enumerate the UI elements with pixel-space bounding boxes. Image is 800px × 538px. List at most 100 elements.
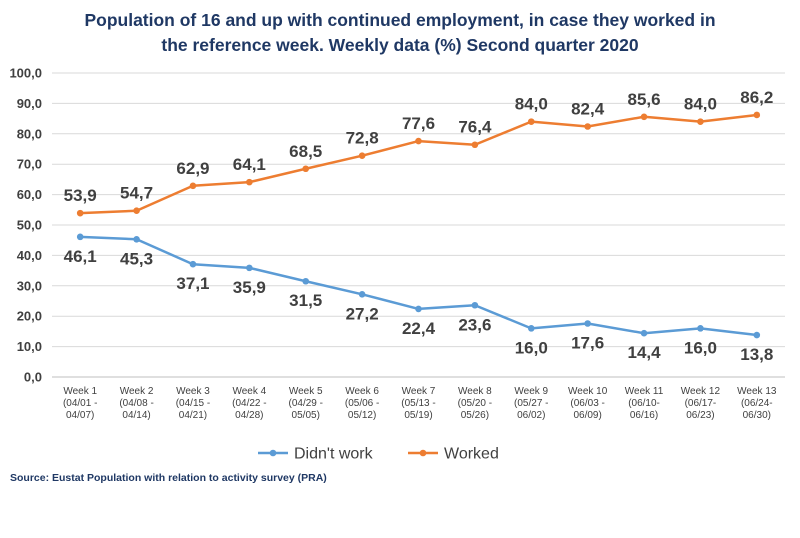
y-tick-label: 60,0 — [17, 187, 42, 202]
data-label-worked: 86,2 — [740, 88, 773, 107]
x-tick-line: 04/21) — [179, 410, 207, 421]
x-tick-label: Week 11 (06/10-06/16) — [625, 386, 664, 421]
data-point-worked — [753, 111, 761, 119]
data-point-didn-t-work — [527, 325, 535, 332]
source-note: Source: Eustat Population with relation … — [10, 472, 327, 484]
data-point-worked — [471, 141, 479, 149]
x-tick-line: Week 9 — [514, 386, 548, 397]
legend-marker-worked — [419, 449, 427, 457]
data-point-worked — [189, 182, 197, 190]
x-tick-line: 06/16) — [630, 410, 658, 421]
x-axis-ticks: Week 1 (04/01 -04/07) Week 2 (04/08 -04/14)… — [63, 386, 777, 421]
data-point-didn-t-work — [697, 325, 704, 332]
chart-title-line-1: Population of 16 and up with continued e… — [84, 10, 716, 30]
data-label-worked: 76,4 — [458, 118, 492, 137]
x-tick-line: Week 12 — [681, 386, 721, 397]
x-tick-line: 05/26) — [461, 410, 489, 421]
data-point-didn-t-work — [246, 264, 253, 272]
data-point-didn-t-work — [76, 233, 84, 241]
x-tick-line: (06/03 - — [570, 398, 604, 409]
y-tick-label: 40,0 — [17, 248, 42, 263]
legend-marker-didn-t-work — [269, 449, 277, 457]
x-tick-line: Week 7 — [402, 386, 436, 397]
x-tick-line: Week 13 — [737, 386, 777, 397]
x-tick-line: (06/10- — [628, 398, 660, 409]
x-tick-line: (06/24- — [741, 398, 773, 409]
x-tick-line: Week 2 — [120, 386, 154, 397]
data-label-worked: 68,5 — [289, 142, 322, 161]
x-tick-line: 06/02) — [517, 410, 545, 421]
data-point-worked — [527, 118, 535, 125]
y-tick-label: 20,0 — [17, 309, 42, 324]
data-label-didn-t-work: 23,6 — [458, 315, 491, 334]
x-tick-line: (04/29 - — [288, 398, 322, 409]
data-label-worked: 62,9 — [176, 159, 209, 178]
legend-label-worked: Worked — [444, 446, 499, 463]
x-tick-line: (04/01 - — [63, 398, 97, 409]
x-tick-line: 04/07) — [66, 410, 94, 421]
data-label-didn-t-work: 16,0 — [515, 338, 548, 357]
x-tick-line: Week 10 — [568, 386, 608, 397]
x-tick-label: Week 9 (05/27 -06/02) — [514, 386, 549, 421]
data-point-worked — [584, 123, 591, 130]
data-point-worked — [640, 113, 648, 121]
x-tick-label: Week 1 (04/01 -04/07) — [63, 386, 98, 421]
y-axis-ticks: 0,0 10,0 20,0 30,0 40,0 50,0 60,0 70,0 80,0 90,0 1… — [9, 66, 42, 385]
x-tick-line: (05/27 - — [514, 398, 548, 409]
x-tick-label: Week 12 (06/17-06/23) — [681, 386, 721, 421]
data-label-worked: 53,9 — [64, 186, 97, 205]
x-tick-label: Week 3 (04/15 -04/21) — [176, 386, 211, 421]
y-tick-label: 50,0 — [17, 218, 42, 233]
data-label-didn-t-work: 31,5 — [289, 291, 322, 310]
data-label-didn-t-work: 46,1 — [64, 247, 97, 266]
x-tick-line: (05/13 - — [401, 398, 435, 409]
x-tick-label: Week 10 (06/03 -06/09) — [568, 386, 608, 421]
x-tick-label: Week 6 (05/06 -05/12) — [345, 386, 380, 421]
y-tick-label: 10,0 — [17, 339, 42, 354]
y-tick-label: 90,0 — [17, 96, 42, 111]
x-tick-line: 04/14) — [122, 410, 150, 421]
data-label-worked: 54,7 — [120, 184, 153, 203]
data-label-didn-t-work: 13,8 — [740, 345, 773, 364]
chart-title: Population of 16 and up with continued e… — [40, 8, 760, 58]
data-point-didn-t-work — [302, 277, 310, 285]
data-point-didn-t-work — [358, 291, 366, 298]
data-label-worked: 72,8 — [346, 129, 379, 148]
x-tick-line: Week 1 — [63, 386, 97, 397]
x-tick-label: Week 4 (04/22 -04/28) — [232, 386, 267, 421]
data-point-worked — [246, 178, 253, 186]
data-point-didn-t-work — [753, 331, 761, 339]
x-tick-line: Week 3 — [176, 386, 210, 397]
data-label-didn-t-work: 14,4 — [627, 343, 661, 362]
data-point-didn-t-work — [415, 305, 422, 313]
data-label-didn-t-work: 37,1 — [176, 274, 209, 293]
data-label-worked: 82,4 — [571, 100, 605, 119]
x-tick-line: (05/20 - — [458, 398, 492, 409]
x-tick-label: Week 13 (06/24-06/30) — [737, 386, 777, 421]
chart-title-line-2: the reference week. Weekly data (%) Seco… — [161, 35, 639, 55]
x-tick-line: Week 11 — [625, 386, 664, 397]
x-tick-label: Week 2 (04/08 -04/14) — [119, 386, 154, 421]
x-tick-line: Week 5 — [289, 386, 323, 397]
data-label-didn-t-work: 35,9 — [233, 278, 266, 297]
y-tick-label: 100,0 — [9, 66, 42, 81]
data-label-worked: 85,6 — [627, 90, 660, 109]
data-point-didn-t-work — [584, 320, 591, 327]
y-tick-label: 0,0 — [24, 370, 42, 385]
x-tick-line: 06/09) — [573, 410, 601, 421]
y-tick-label: 70,0 — [17, 157, 42, 172]
x-tick-line: (06/17- — [685, 398, 717, 409]
data-label-didn-t-work: 16,0 — [684, 338, 717, 357]
x-tick-line: 06/30) — [743, 410, 771, 421]
x-tick-label: Week 8 (05/20 -05/26) — [458, 386, 493, 421]
x-tick-label: Week 7 (05/13 -05/19) — [401, 386, 436, 421]
data-point-worked — [133, 207, 140, 215]
x-tick-line: (04/22 - — [232, 398, 266, 409]
x-tick-line: 05/05) — [292, 410, 320, 421]
data-label-didn-t-work: 27,2 — [346, 304, 379, 323]
x-tick-label: Week 5 (04/29 -05/05) — [288, 386, 323, 421]
x-tick-line: Week 6 — [345, 386, 379, 397]
data-label-worked: 77,6 — [402, 114, 435, 133]
x-tick-line: (05/06 - — [345, 398, 379, 409]
